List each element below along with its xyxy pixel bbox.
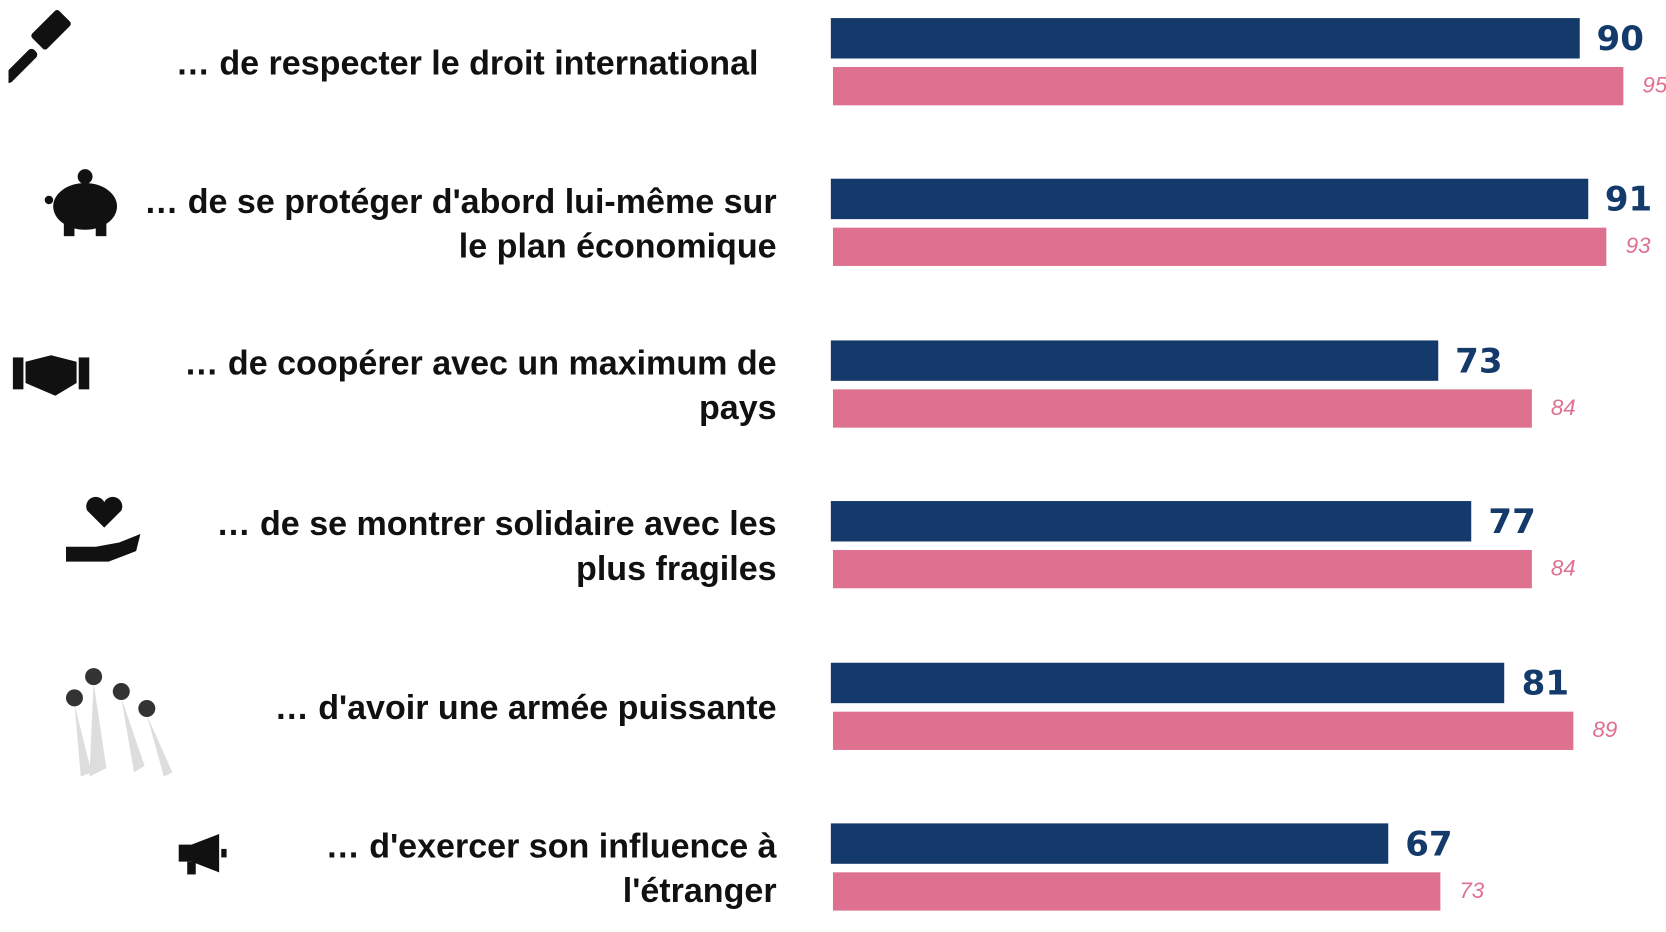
bar: [832, 228, 1607, 267]
bar: [830, 179, 1588, 220]
value-label: 77: [1488, 501, 1536, 542]
bar: [830, 662, 1505, 703]
value-label: 73: [1459, 878, 1485, 904]
category-label: … de se protéger d'abord lui-même sur le…: [144, 182, 777, 266]
value-label: 93: [1625, 234, 1651, 259]
chart: … de respecter le droit international 90 9…: [8, 10, 1666, 911]
bar: [832, 550, 1532, 589]
category-label: … de coopérer avec un maximum de pays: [184, 343, 777, 427]
value-label: 95: [1642, 73, 1666, 98]
value-label: 81: [1521, 662, 1570, 703]
category-label: … de respecter le droit international: [175, 43, 759, 82]
piggy-icon: [44, 169, 118, 237]
bar: [830, 823, 1389, 864]
bar: [832, 389, 1532, 428]
value-label: 84: [1550, 395, 1576, 420]
care-icon: [65, 496, 141, 562]
value-label: 89: [1592, 717, 1618, 743]
jets-icon: [65, 668, 173, 777]
bar: [830, 18, 1580, 59]
handshake-icon: [12, 355, 90, 396]
category-label: … d'exercer son influence à l'étranger: [325, 826, 777, 910]
bar: [830, 501, 1472, 542]
value-label: 91: [1604, 179, 1653, 220]
bar: [832, 711, 1574, 750]
bar: [832, 67, 1624, 106]
value-label: 90: [1596, 18, 1644, 59]
category-label: … d'avoir une armée puissante: [274, 687, 777, 727]
value-label: 67: [1405, 823, 1453, 864]
value-label: 84: [1550, 556, 1576, 582]
bar: [832, 872, 1441, 911]
megaphone-icon: [178, 834, 227, 875]
bar: [830, 340, 1439, 381]
category-label: … de se montrer solidaire avec les plus …: [216, 504, 777, 588]
gavel-icon: [8, 10, 71, 83]
value-label: 73: [1455, 340, 1503, 381]
